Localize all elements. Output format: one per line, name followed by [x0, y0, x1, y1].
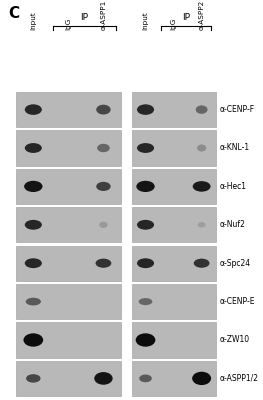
Ellipse shape — [136, 181, 155, 192]
Text: Input: Input — [30, 11, 36, 30]
Bar — [132, 246, 216, 281]
Bar — [16, 246, 121, 281]
Text: α-ASPP1: α-ASPP1 — [100, 0, 107, 30]
Ellipse shape — [25, 220, 42, 230]
Bar — [16, 92, 121, 127]
Ellipse shape — [25, 104, 42, 115]
Ellipse shape — [94, 372, 113, 385]
Ellipse shape — [25, 143, 42, 153]
Ellipse shape — [136, 333, 155, 347]
Text: α-CENP-F: α-CENP-F — [220, 105, 255, 114]
Ellipse shape — [26, 298, 41, 306]
Ellipse shape — [192, 372, 211, 385]
Ellipse shape — [137, 220, 154, 230]
Text: α-ASPP2: α-ASPP2 — [199, 0, 205, 30]
Ellipse shape — [137, 104, 154, 115]
Bar — [16, 284, 121, 319]
Ellipse shape — [95, 259, 111, 268]
Ellipse shape — [194, 259, 210, 268]
Ellipse shape — [139, 374, 152, 382]
Text: IgG: IgG — [171, 18, 176, 30]
Text: α-CENP-E: α-CENP-E — [220, 297, 255, 306]
Text: Input: Input — [143, 11, 149, 30]
Bar — [132, 92, 216, 127]
Ellipse shape — [24, 181, 43, 192]
Ellipse shape — [137, 143, 154, 153]
Bar — [132, 322, 216, 358]
Text: α-ZW10: α-ZW10 — [220, 336, 250, 344]
Ellipse shape — [198, 222, 206, 228]
Text: α-Spc24: α-Spc24 — [220, 259, 251, 268]
Text: α-Nuf2: α-Nuf2 — [220, 220, 245, 229]
Text: IP: IP — [182, 13, 190, 22]
Bar — [16, 130, 121, 166]
Text: IP: IP — [80, 13, 88, 22]
Bar — [16, 361, 121, 396]
Ellipse shape — [25, 258, 42, 268]
Text: α-ASPP1/2: α-ASPP1/2 — [220, 374, 259, 383]
Ellipse shape — [96, 105, 111, 114]
Text: IgG: IgG — [65, 18, 71, 30]
Bar — [16, 322, 121, 358]
Bar — [16, 207, 121, 242]
Text: α-Hec1: α-Hec1 — [220, 182, 247, 191]
Ellipse shape — [99, 222, 108, 228]
Ellipse shape — [96, 182, 111, 191]
Bar — [132, 361, 216, 396]
Ellipse shape — [197, 144, 206, 152]
Text: α-KNL-1: α-KNL-1 — [220, 144, 250, 152]
Bar — [16, 169, 121, 204]
Ellipse shape — [196, 105, 208, 114]
Ellipse shape — [193, 181, 211, 192]
Bar — [132, 207, 216, 242]
Ellipse shape — [26, 374, 41, 383]
Ellipse shape — [137, 258, 154, 268]
Text: C: C — [8, 6, 19, 21]
Ellipse shape — [23, 333, 43, 347]
Ellipse shape — [139, 298, 152, 305]
Bar — [132, 169, 216, 204]
Bar — [132, 284, 216, 319]
Bar — [132, 130, 216, 166]
Ellipse shape — [97, 144, 110, 152]
